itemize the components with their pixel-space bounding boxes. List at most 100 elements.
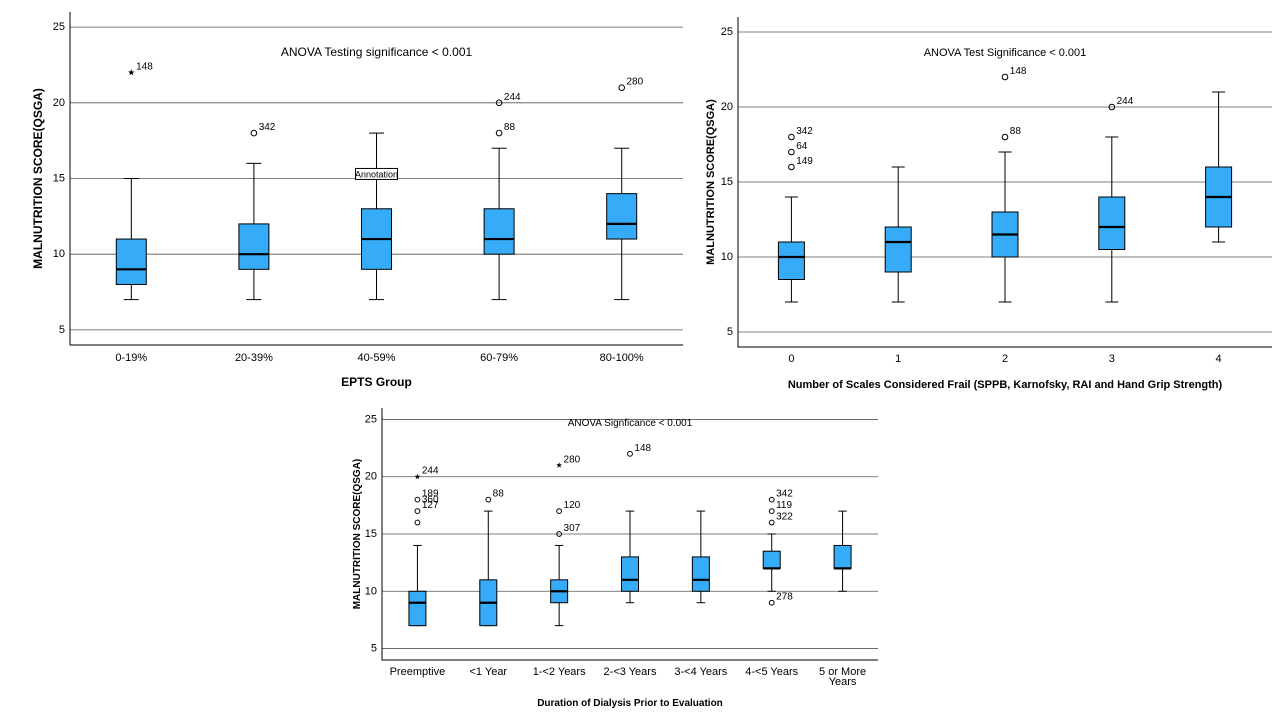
y-tick-label: 15 xyxy=(365,528,377,540)
y-tick-label: 10 xyxy=(365,585,377,597)
iqr-box xyxy=(777,241,805,280)
x-axis-label: Number of Scales Considered Frail (SPPB,… xyxy=(788,379,1223,391)
outlier-label: 342 xyxy=(776,489,793,500)
y-tick-label: 5 xyxy=(727,326,733,338)
outlier-label: 148 xyxy=(634,443,651,454)
box-3: 148 xyxy=(621,443,652,604)
outlier-label: 120 xyxy=(564,500,581,511)
box-3: 244 88 xyxy=(483,92,521,301)
x-tick-label: 2 xyxy=(1002,353,1008,365)
iqr-box xyxy=(833,544,852,569)
box-1: 342 xyxy=(238,122,276,301)
y-tick-label: 25 xyxy=(721,26,733,38)
y-tick-label: 5 xyxy=(371,643,377,655)
x-tick-label: <1 Year xyxy=(469,666,507,678)
outlier-label: 148 xyxy=(1010,66,1027,77)
box-1 xyxy=(884,166,912,303)
outlier-label: 244 xyxy=(422,466,439,477)
outlier-point xyxy=(788,133,795,141)
axis-frame xyxy=(737,17,1272,348)
outlier-label: 278 xyxy=(776,592,793,603)
box-0: 342 64 149 xyxy=(777,126,813,303)
outlier-label: 148 xyxy=(136,62,153,73)
outlier-point xyxy=(1001,133,1009,141)
outlier-label: 127 xyxy=(422,500,439,511)
iqr-box xyxy=(408,590,427,627)
box-0: 148 xyxy=(115,62,153,301)
chart-title: ANOVA Testing significance < 0.001 xyxy=(281,45,473,59)
chart-epts-group: 5 10 15 20 25 ANOVA Testing significance < 0.… xyxy=(31,12,683,389)
outlier-point xyxy=(768,599,775,606)
extreme-outlier-point xyxy=(414,473,421,480)
iqr-box xyxy=(606,193,638,240)
outlier-point xyxy=(768,519,775,526)
iqr-box xyxy=(691,556,710,592)
annotation-frame xyxy=(355,167,398,180)
box-2: 148 88 xyxy=(991,66,1027,303)
iqr-box xyxy=(762,550,781,569)
y-tick-label: 5 xyxy=(59,324,65,336)
outlier-point xyxy=(414,496,421,503)
y-tick-label: 20 xyxy=(53,97,65,109)
outlier-label: 342 xyxy=(259,122,276,133)
y-axis-label: MALNUTRITION SCORE(QSGA) xyxy=(31,88,45,269)
box-4 xyxy=(691,510,710,604)
outlier-point xyxy=(627,450,633,457)
y-axis-label: MALNUTRITION SCORE(QSGA) xyxy=(352,459,363,610)
axis-frame xyxy=(69,12,683,346)
outlier-label: 64 xyxy=(796,141,808,152)
outlier-label: 244 xyxy=(504,92,521,103)
annotation-box: Annotation xyxy=(355,167,398,180)
box-3: 244 xyxy=(1098,96,1134,303)
iqr-box xyxy=(115,238,147,285)
outlier-label: 88 xyxy=(1010,126,1022,137)
outlier-point xyxy=(1108,103,1116,111)
y-tick-label: 20 xyxy=(365,471,377,483)
outlier-point xyxy=(414,508,421,514)
outlier-point xyxy=(788,163,795,171)
outlier-point xyxy=(250,129,258,137)
outlier-label: 88 xyxy=(504,122,516,133)
outlier-label: 280 xyxy=(564,454,581,465)
x-tick-label: 60-79% xyxy=(480,352,518,364)
outlier-label: 342 xyxy=(796,126,813,137)
y-tick-label: 20 xyxy=(721,101,733,113)
iqr-box xyxy=(884,226,912,273)
extreme-outlier-point xyxy=(128,69,135,76)
x-tick-label: 1 xyxy=(895,353,901,365)
extreme-outlier-point xyxy=(556,462,562,468)
y-tick-label: 25 xyxy=(365,413,377,425)
outlier-point xyxy=(618,84,626,91)
outlier-point xyxy=(1001,73,1009,81)
x-tick-label: 4 xyxy=(1216,353,1222,365)
outlier-label: 88 xyxy=(493,489,505,500)
x-tick-label: Preemptive xyxy=(390,666,446,678)
outlier-label: 280 xyxy=(627,77,644,88)
box-6 xyxy=(833,510,852,592)
x-tick-label: 3-<4 Years xyxy=(674,666,727,678)
box-4: 280 xyxy=(606,77,644,301)
x-tick-label: 4-<5 Years xyxy=(745,666,798,678)
outlier-label: 307 xyxy=(564,523,581,534)
box-1: 88 xyxy=(479,489,505,627)
box-2: 280 120 307 xyxy=(550,454,581,627)
x-tick-label: 20-39% xyxy=(235,352,273,364)
y-tick-label: 15 xyxy=(721,176,733,188)
outlier-label: 244 xyxy=(1117,96,1134,107)
outlier-label: 322 xyxy=(776,512,793,523)
annotation-text: Annotation xyxy=(355,169,398,179)
iqr-box xyxy=(238,223,270,270)
iqr-box xyxy=(1098,196,1126,250)
outlier-label: 360 xyxy=(422,494,439,505)
outlier-point xyxy=(556,508,563,514)
y-tick-label: 10 xyxy=(53,248,65,260)
x-axis-label: EPTS Group xyxy=(341,375,412,389)
outlier-point xyxy=(768,508,775,514)
chart-dialysis-duration: 5 10 15 20 25 ANOVA Signficance < 0.001 Durati… xyxy=(352,408,878,709)
axis-frame xyxy=(381,408,878,661)
x-tick-label: 3 xyxy=(1109,353,1115,365)
